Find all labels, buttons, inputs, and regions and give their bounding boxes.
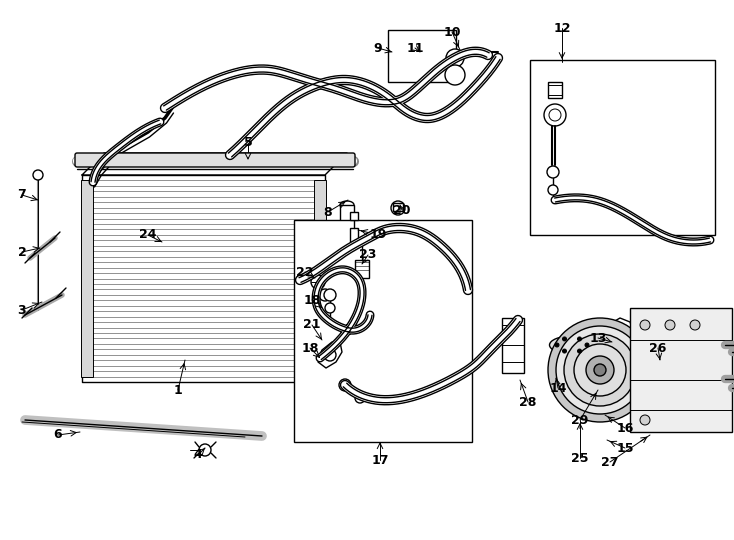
Bar: [314, 180, 326, 377]
Circle shape: [544, 104, 566, 126]
Text: 28: 28: [520, 395, 537, 408]
Circle shape: [574, 344, 626, 396]
Text: 29: 29: [571, 414, 589, 427]
Circle shape: [607, 330, 623, 346]
Circle shape: [665, 320, 675, 330]
Bar: [530, 60, 715, 235]
Text: 24: 24: [139, 228, 157, 241]
Bar: [350, 212, 358, 220]
Text: 7: 7: [18, 188, 26, 201]
Circle shape: [640, 320, 650, 330]
Circle shape: [391, 201, 405, 215]
Circle shape: [324, 349, 336, 361]
Circle shape: [586, 356, 614, 384]
Text: 1: 1: [174, 383, 182, 396]
Bar: [323, 225, 335, 235]
Bar: [548, 82, 562, 98]
Circle shape: [548, 318, 652, 422]
Text: 9: 9: [374, 42, 382, 55]
Bar: [323, 265, 335, 275]
Circle shape: [325, 303, 335, 313]
Circle shape: [319, 289, 331, 301]
Circle shape: [311, 275, 325, 289]
Bar: [323, 305, 335, 315]
Text: 17: 17: [371, 454, 389, 467]
Text: 16: 16: [617, 422, 633, 435]
Circle shape: [585, 343, 589, 347]
Bar: [81, 180, 93, 377]
Circle shape: [547, 166, 559, 178]
Text: 13: 13: [589, 332, 607, 345]
Text: 5: 5: [244, 136, 252, 148]
Text: 27: 27: [601, 456, 619, 469]
Text: 14: 14: [549, 381, 567, 395]
Circle shape: [355, 393, 365, 403]
Text: 20: 20: [393, 204, 411, 217]
Text: 23: 23: [360, 248, 377, 261]
Circle shape: [199, 444, 211, 456]
Circle shape: [640, 415, 650, 425]
Text: 2: 2: [18, 246, 26, 259]
Text: 26: 26: [650, 341, 666, 354]
Circle shape: [446, 49, 464, 67]
Circle shape: [564, 334, 636, 406]
Bar: [502, 318, 524, 373]
Text: 11: 11: [406, 42, 424, 55]
Circle shape: [548, 185, 558, 195]
Bar: [340, 205, 354, 362]
Text: 10: 10: [443, 25, 461, 38]
Text: 25: 25: [571, 451, 589, 464]
Circle shape: [578, 349, 581, 353]
Bar: [630, 308, 732, 432]
Ellipse shape: [550, 336, 595, 354]
Circle shape: [555, 343, 559, 347]
Circle shape: [556, 326, 644, 414]
Bar: [355, 260, 369, 278]
Circle shape: [594, 364, 606, 376]
Circle shape: [340, 403, 354, 417]
Bar: [388, 30, 456, 82]
Text: 18: 18: [303, 294, 321, 307]
Circle shape: [562, 337, 567, 341]
Text: 15: 15: [617, 442, 633, 455]
Bar: [393, 203, 403, 211]
Circle shape: [339, 379, 351, 391]
FancyBboxPatch shape: [75, 153, 355, 167]
Text: 4: 4: [194, 449, 203, 462]
Circle shape: [562, 349, 567, 353]
Circle shape: [33, 170, 43, 180]
Text: 12: 12: [553, 22, 571, 35]
Bar: [350, 228, 358, 242]
Bar: [294, 220, 472, 442]
Text: 8: 8: [324, 206, 333, 219]
Circle shape: [578, 337, 581, 341]
Text: 21: 21: [303, 319, 321, 332]
Text: 18: 18: [302, 341, 319, 354]
Circle shape: [690, 320, 700, 330]
Circle shape: [549, 109, 561, 121]
Text: 3: 3: [18, 303, 26, 316]
Circle shape: [445, 65, 465, 85]
Text: 6: 6: [54, 429, 62, 442]
Text: 19: 19: [369, 228, 387, 241]
Text: 22: 22: [297, 266, 313, 279]
Circle shape: [324, 289, 336, 301]
